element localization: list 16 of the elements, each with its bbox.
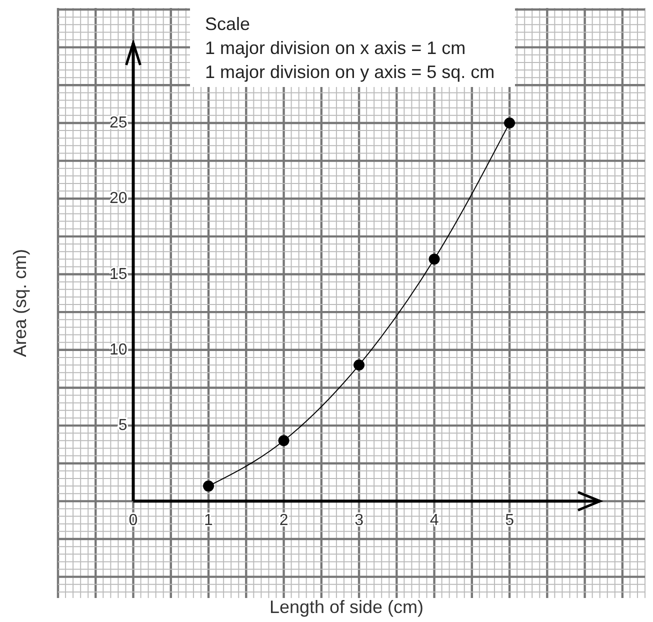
x-tick-label: 3 bbox=[354, 512, 364, 530]
point bbox=[278, 435, 290, 446]
point bbox=[354, 360, 365, 371]
x-tick-label: 5 bbox=[505, 512, 514, 530]
y-axis-title: Area (sq. cm) bbox=[10, 248, 30, 358]
x-tick-label: 4 bbox=[430, 512, 439, 530]
annotation: 1 major division on y axis = 5 sq. cm bbox=[205, 62, 495, 82]
x-tick-label: 1 bbox=[204, 512, 214, 530]
x-tick-label: 0 bbox=[128, 512, 138, 530]
point bbox=[428, 254, 440, 265]
annotation: 1 major division on x axis = 1 cm bbox=[205, 38, 466, 58]
x-axis-title: Length of side (cm) bbox=[269, 597, 424, 617]
annotation: Scale bbox=[205, 14, 250, 34]
point bbox=[504, 117, 516, 128]
x-tick-label: 2 bbox=[279, 512, 288, 530]
point bbox=[203, 480, 214, 492]
